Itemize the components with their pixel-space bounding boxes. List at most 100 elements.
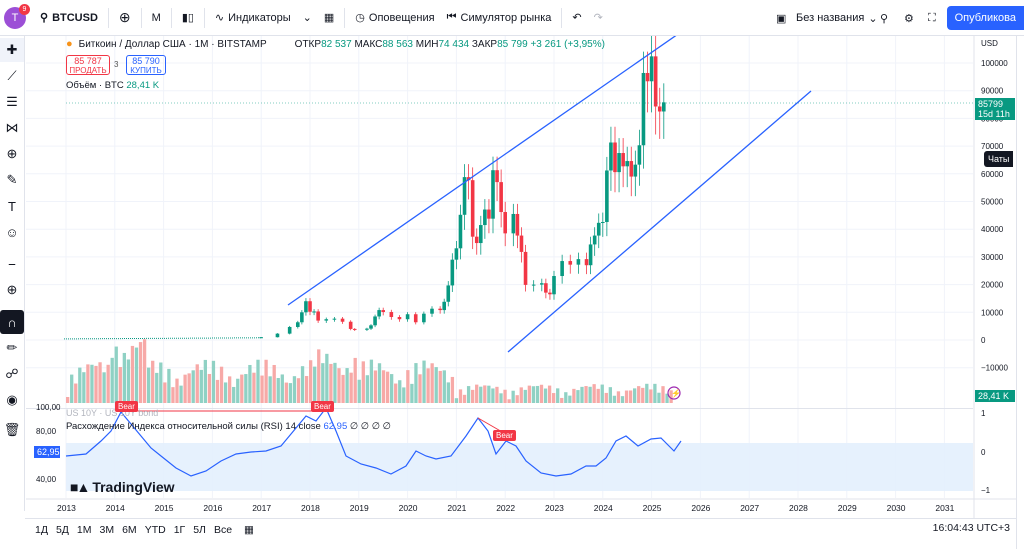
zoom-tool[interactable]: ⊕	[0, 278, 24, 302]
hide-tool[interactable]: ◉	[0, 388, 24, 412]
brush-tool[interactable]: ✎	[0, 168, 24, 192]
fullscreen-button[interactable]: ⛶	[922, 5, 942, 31]
volume-bar	[624, 390, 629, 403]
volume-bar	[552, 393, 556, 403]
alerts-button[interactable]: ◷ Оповещения	[349, 5, 440, 31]
volume-bar	[118, 367, 122, 403]
pattern-tool[interactable]: ⋈	[0, 116, 24, 140]
volume-bar	[669, 390, 673, 403]
volume-bar	[661, 386, 665, 403]
buy-button[interactable]: 85 790 КУПИТЬ	[126, 55, 166, 75]
drawing-toolbar: ✚ ⟋ ☰ ⋈ ⊕ ✎ T ☺ ⎯ ⊕ ∩ ✏ ☍ ◉ 🗑	[0, 36, 25, 511]
indicators-button[interactable]: ∿ Индикаторы	[209, 5, 297, 31]
volume-bar	[406, 370, 410, 403]
candle-body	[369, 325, 373, 329]
volume-bar	[272, 364, 276, 403]
volume-bar	[539, 384, 544, 403]
layout-name-button[interactable]: Без названия ⌄	[790, 5, 884, 31]
volume-bar	[418, 374, 422, 403]
range-6m[interactable]: 6М	[122, 523, 137, 536]
volume-bar	[466, 386, 471, 403]
ohlc-values: ОТКР82 537 МАКС88 563 МИН74 434 ЗАКР85 7…	[294, 38, 605, 50]
tradingview-logo[interactable]: ■▲ TradingView	[70, 479, 175, 495]
replay-button[interactable]: ⏮ Симулятор рынка	[441, 5, 558, 31]
range-1m[interactable]: 1М	[76, 523, 92, 536]
compare-button[interactable]: ⊕	[113, 5, 137, 31]
crosshair-tool[interactable]: ✚	[0, 38, 24, 62]
candle-body	[446, 285, 451, 302]
stay-drawing-tool[interactable]: ✏	[0, 336, 24, 360]
symbol-search-button[interactable]: ⚲ BTCUSD	[34, 5, 104, 31]
sell-button[interactable]: 85 787 ПРОДАТЬ	[66, 55, 110, 75]
candle-body	[413, 314, 418, 323]
candles	[63, 36, 666, 340]
rsi-legend[interactable]: Расхождение Индекса относительной силы (…	[66, 421, 391, 432]
candle-body	[503, 212, 507, 234]
remove-tool[interactable]: 🗑	[0, 418, 24, 442]
range-5d[interactable]: 5Д	[55, 523, 69, 536]
time-tick-label: 2014	[106, 503, 125, 513]
forecast-tool[interactable]: ⊕	[0, 142, 24, 166]
last-price: 85799	[978, 99, 1004, 109]
lock-tool[interactable]: ☍	[0, 362, 24, 386]
interval-button[interactable]: M	[151, 11, 161, 24]
ruler-icon: ⎯	[8, 256, 16, 271]
time-tick-label: 2026	[691, 503, 710, 513]
event-marker-icon[interactable]	[667, 386, 681, 400]
chart-type-button[interactable]: ▮▯	[176, 5, 200, 31]
logo-text: TradingView	[92, 479, 175, 495]
volume-bar	[110, 357, 114, 403]
layouts-button[interactable]: ▦	[318, 5, 340, 31]
range-all[interactable]: Все	[213, 523, 233, 536]
indicator-templates-button[interactable]: ⌄	[297, 5, 318, 31]
volume-legend[interactable]: Объём · BTC 28,41 K	[66, 80, 159, 91]
fib-tool[interactable]: ☰	[0, 90, 24, 114]
volume-bar	[106, 364, 110, 403]
candle-body	[613, 142, 617, 173]
chats-button[interactable]: Чаты	[984, 151, 1014, 167]
candle-body	[348, 321, 353, 329]
volume-bar	[373, 370, 378, 403]
user-avatar[interactable]: T 9	[4, 3, 30, 29]
volume-bar	[491, 388, 495, 403]
ruler-tool[interactable]: ⎯	[0, 252, 24, 276]
channel-upper-line[interactable]	[287, 36, 681, 306]
volume-bar	[604, 392, 608, 403]
range-ytd[interactable]: YTD	[144, 523, 166, 536]
volume-bar	[313, 366, 317, 403]
price-chart[interactable]: 1000009000080000700006000050000400003000…	[26, 36, 1016, 518]
volume-bar	[70, 374, 74, 403]
goto-date-icon[interactable]: ▦	[244, 523, 254, 536]
candle-body	[430, 308, 434, 314]
time-tick-label: 2018	[301, 503, 320, 513]
time-tick-label: 2019	[350, 503, 369, 513]
undo-button[interactable]: ↶	[566, 5, 587, 31]
text-tool[interactable]: T	[0, 194, 24, 218]
magnet-tool[interactable]: ∩	[0, 310, 24, 334]
volume-bar	[163, 382, 167, 403]
publish-button[interactable]: Опубликова	[946, 6, 1024, 30]
rsi-axis: 100,00 80,00 40,00 1 0 −1	[36, 403, 991, 495]
volume-bar	[572, 388, 576, 403]
time-tick-label: 2022	[496, 503, 515, 513]
volume-bar	[442, 370, 446, 403]
redo-button[interactable]: ↷	[588, 5, 609, 31]
bitcoin-icon: ●	[66, 38, 73, 50]
settings-button[interactable]: ⚙	[898, 5, 920, 31]
quick-search-button[interactable]: ⚲	[874, 5, 894, 31]
volume-tag: 28,41 K	[975, 390, 1015, 402]
channel-lower-line[interactable]	[507, 90, 812, 353]
trendline-tool[interactable]: ⟋	[0, 64, 24, 88]
volume-bar	[207, 373, 212, 403]
volume-bar	[98, 362, 102, 403]
layout-icon-button[interactable]: ▣	[770, 5, 792, 31]
range-1y[interactable]: 1Г	[173, 523, 186, 536]
emoji-tool[interactable]: ☺	[0, 220, 24, 244]
clock[interactable]: 16:04:43 UTC+3	[932, 522, 1010, 534]
range-5y[interactable]: 5Л	[193, 523, 206, 536]
range-3m[interactable]: 3М	[99, 523, 115, 536]
time-axis[interactable]: 2013 2014 2015 2016 2017 2018 2019 2020 2021 2022…	[26, 498, 1016, 513]
volume-bar	[365, 375, 369, 403]
volume-bar	[612, 395, 617, 403]
range-1d[interactable]: 1Д	[35, 523, 48, 536]
